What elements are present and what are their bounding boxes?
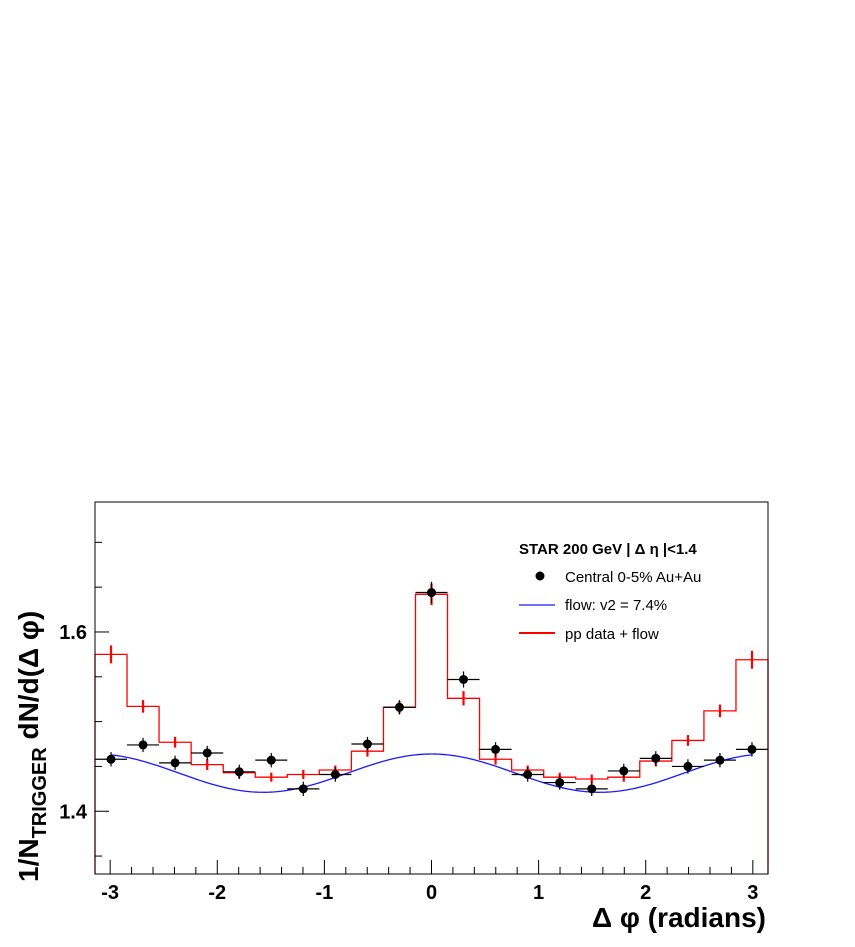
- legend-label-pp: pp data + flow: [565, 626, 659, 643]
- flow-curve: [110, 753, 753, 793]
- data-point: [747, 744, 757, 754]
- data-point: [715, 755, 725, 765]
- data-point: [394, 702, 404, 712]
- data-point: [330, 770, 340, 780]
- data-point: [266, 755, 276, 765]
- legend: STAR 200 GeV | Δ η |<1.4 Central 0-5% Au…: [519, 541, 701, 643]
- x-tick-label: -3: [101, 882, 119, 904]
- legend-label-central: Central 0-5% Au+Au: [565, 569, 701, 586]
- data-point: [555, 778, 565, 788]
- legend-label-flow: flow: v2 = 7.4%: [565, 597, 667, 614]
- x-tick-label: 1: [533, 882, 544, 904]
- x-tick-label: 2: [640, 882, 651, 904]
- y-axis-title-group: 1/NTRIGGER dN/d(Δ φ): [13, 611, 51, 882]
- data-point: [362, 739, 372, 749]
- x-tick-label: 0: [426, 882, 437, 904]
- legend-marker-central: [535, 571, 545, 581]
- data-point: [298, 784, 308, 794]
- x-tick-label: -2: [208, 882, 226, 904]
- x-tick-label: 3: [747, 882, 758, 904]
- data-point: [202, 748, 212, 758]
- data-point: [138, 740, 148, 750]
- data-point: [427, 588, 436, 598]
- data-point: [651, 753, 661, 763]
- plot-area: [94, 581, 769, 874]
- data-point: [234, 767, 244, 777]
- data-point: [587, 784, 597, 794]
- y-axis-title-rest: dN/d(Δ φ): [13, 611, 44, 748]
- legend-title: STAR 200 GeV | Δ η |<1.4: [519, 541, 697, 558]
- data-point: [170, 758, 180, 768]
- x-axis-title: Δ φ (radians): [592, 902, 766, 933]
- y-tick-label: 1.4: [59, 801, 88, 823]
- y-axis-title-main: 1/N: [13, 838, 44, 882]
- data-point: [619, 766, 629, 776]
- data-point: [459, 674, 469, 684]
- data-point: [106, 754, 116, 764]
- axes: -3 -2 -1 0 1 2 3 1.4 1.6: [59, 501, 769, 904]
- y-axis-title-subscript: TRIGGER: [29, 747, 51, 839]
- pp-flow-histogram: [94, 593, 769, 874]
- y-axis-title: 1/NTRIGGER dN/d(Δ φ): [13, 611, 51, 882]
- x-tick-label: -1: [315, 882, 333, 904]
- data-point: [523, 770, 533, 780]
- data-point: [683, 761, 693, 771]
- data-point: [491, 744, 501, 754]
- y-tick-label: 1.6: [59, 622, 87, 644]
